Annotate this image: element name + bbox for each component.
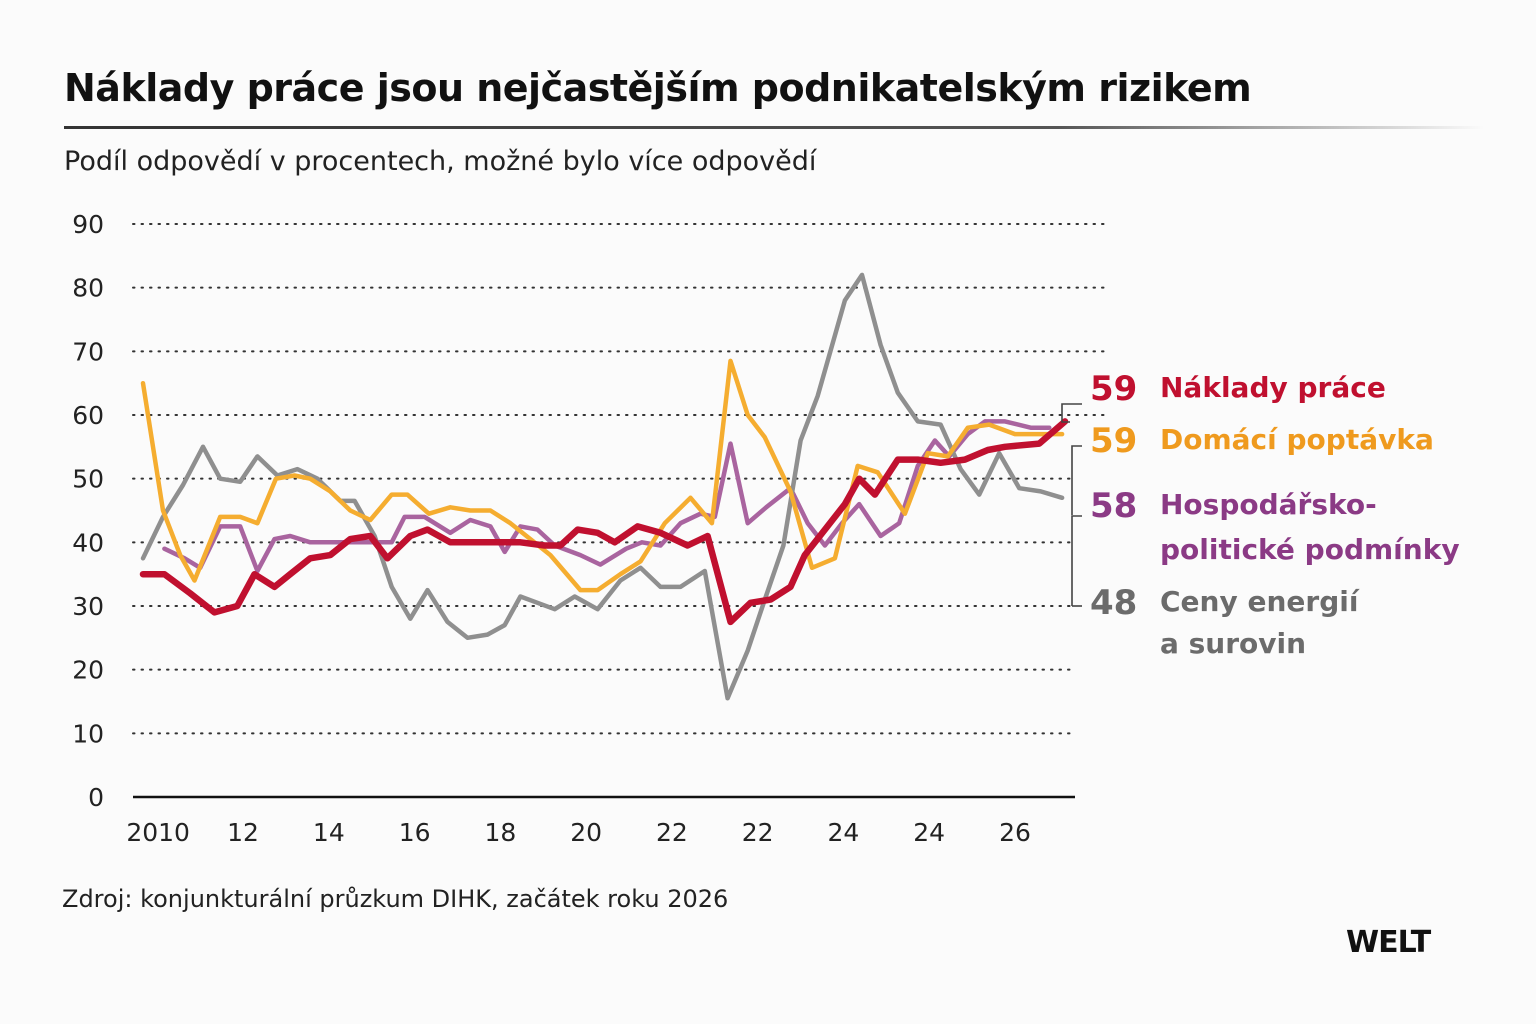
y-tick-label: 20 xyxy=(72,656,104,685)
series-line-3 xyxy=(139,418,1069,626)
y-tick-label: 90 xyxy=(72,210,104,239)
series-label: Ceny energií xyxy=(1160,585,1360,618)
gridlines xyxy=(132,223,1111,735)
x-tick-label: 20 xyxy=(570,818,602,847)
chart-title: Náklady práce jsou nejčastějším podnikat… xyxy=(64,66,1252,110)
y-tick-label: 60 xyxy=(72,401,104,430)
series-label: Hospodářsko- xyxy=(1160,488,1377,521)
series-last-value: 58 xyxy=(1090,486,1137,526)
series-label: Domácí poptávka xyxy=(1160,423,1434,456)
x-tick-label: 16 xyxy=(399,818,431,847)
y-tick-label: 30 xyxy=(72,592,104,621)
y-tick-label: 80 xyxy=(72,274,104,303)
series-line-2 xyxy=(140,358,1065,593)
y-tick-label: 70 xyxy=(72,337,104,366)
label-connectors xyxy=(1061,403,1082,607)
series-labels: 58 Hospodářsko-politické podmínky 48 Ceny e… xyxy=(1090,369,1460,660)
x-tick-label: 24 xyxy=(828,818,860,847)
title-divider xyxy=(64,126,1484,129)
x-tick-label: 18 xyxy=(484,818,516,847)
series-line-1 xyxy=(140,272,1065,701)
y-tick-label: 10 xyxy=(72,719,104,748)
series-label-line2: politické podmínky xyxy=(1160,533,1460,566)
label-connector xyxy=(1071,445,1082,480)
label-connector xyxy=(1071,515,1082,606)
x-axis-ticks: 2010 12 14 16 18 20 22 22 24 24 26 xyxy=(126,818,1031,847)
series-lines xyxy=(139,272,1069,701)
y-tick-label: 40 xyxy=(72,528,104,557)
source-note: Zdroj: konjunkturální průzkum DIHK, začá… xyxy=(62,885,729,913)
chart-subtitle: Podíl odpovědí v procentech, možné bylo … xyxy=(64,146,817,177)
series-label: Náklady práce xyxy=(1160,371,1386,404)
x-tick-label: 14 xyxy=(313,818,345,847)
y-axis-ticks: 0 10 20 30 40 50 60 70 80 90 xyxy=(72,210,104,812)
series-line-0 xyxy=(162,419,1052,574)
x-tick-label: 22 xyxy=(656,818,688,847)
label-connector xyxy=(1061,403,1082,423)
x-tick-label: 24 xyxy=(913,818,945,847)
y-tick-label: 0 xyxy=(88,783,104,812)
x-tick-label: 26 xyxy=(999,818,1031,847)
welt-logo: WELT xyxy=(1346,925,1431,960)
x-tick-label: 2010 xyxy=(126,818,190,847)
series-last-value: 59 xyxy=(1090,421,1137,461)
series-label-line2: a surovin xyxy=(1160,627,1306,660)
y-tick-label: 50 xyxy=(72,465,104,494)
series-last-value: 59 xyxy=(1090,369,1137,409)
x-tick-label: 22 xyxy=(742,818,774,847)
x-tick-label: 12 xyxy=(227,818,259,847)
series-last-value: 48 xyxy=(1090,583,1137,623)
